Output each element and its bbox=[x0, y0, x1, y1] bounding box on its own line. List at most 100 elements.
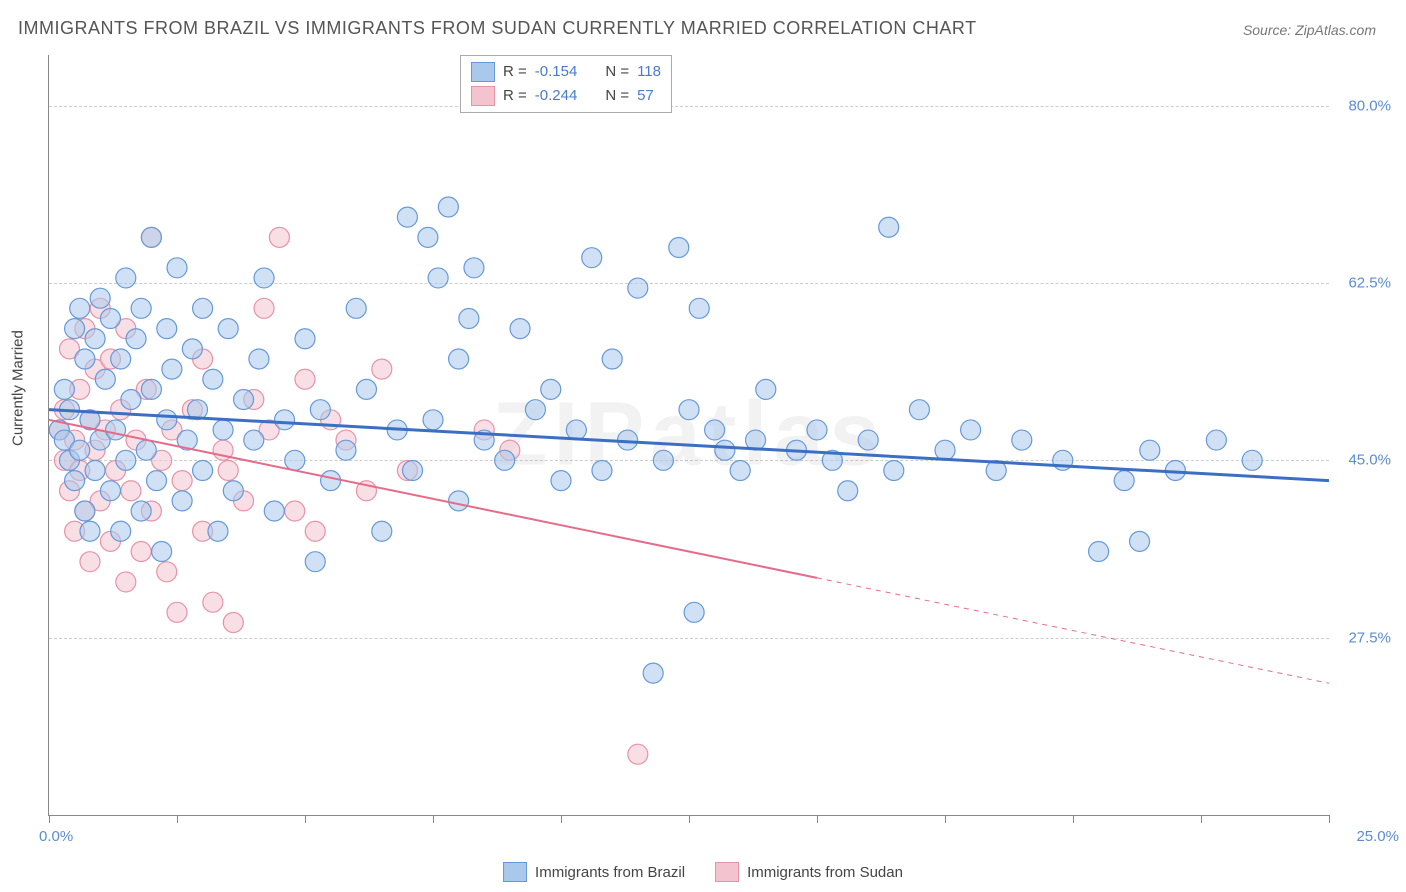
data-point bbox=[100, 481, 120, 501]
data-point bbox=[464, 258, 484, 278]
data-point bbox=[121, 481, 141, 501]
data-point bbox=[172, 491, 192, 511]
data-point bbox=[510, 319, 530, 339]
data-point bbox=[193, 460, 213, 480]
data-point bbox=[80, 521, 100, 541]
data-point bbox=[95, 369, 115, 389]
trendline bbox=[49, 410, 1329, 481]
data-point bbox=[418, 227, 438, 247]
series-name-sudan: Immigrants from Sudan bbox=[747, 864, 903, 881]
x-tick bbox=[177, 815, 178, 823]
scatter-plot-svg bbox=[49, 55, 1329, 815]
data-point bbox=[643, 663, 663, 683]
x-tick bbox=[817, 815, 818, 823]
y-tick-label: 62.5% bbox=[1348, 275, 1391, 292]
data-point bbox=[85, 329, 105, 349]
data-point bbox=[275, 410, 295, 430]
data-point bbox=[264, 501, 284, 521]
data-point bbox=[244, 430, 264, 450]
data-point bbox=[208, 521, 228, 541]
x-tick bbox=[49, 815, 50, 823]
data-point bbox=[193, 298, 213, 318]
data-point bbox=[254, 298, 274, 318]
data-point bbox=[85, 460, 105, 480]
n-value-brazil: 118 bbox=[637, 60, 661, 84]
data-point bbox=[336, 440, 356, 460]
data-point bbox=[223, 481, 243, 501]
swatch-brazil-icon bbox=[471, 62, 495, 82]
correlation-legend: R = -0.154 N = 118 R = -0.244 N = 57 bbox=[460, 55, 672, 113]
data-point bbox=[428, 268, 448, 288]
trendline-extrapolated bbox=[817, 578, 1329, 683]
data-point bbox=[566, 420, 586, 440]
data-point bbox=[689, 298, 709, 318]
y-axis-label: Currently Married bbox=[10, 330, 27, 446]
data-point bbox=[628, 744, 648, 764]
data-point bbox=[669, 238, 689, 258]
data-point bbox=[295, 369, 315, 389]
data-point bbox=[756, 379, 776, 399]
data-point bbox=[126, 329, 146, 349]
data-point bbox=[1130, 531, 1150, 551]
data-point bbox=[167, 602, 187, 622]
x-tick bbox=[561, 815, 562, 823]
data-point bbox=[495, 450, 515, 470]
data-point bbox=[111, 521, 131, 541]
data-point bbox=[525, 400, 545, 420]
data-point bbox=[858, 430, 878, 450]
data-point bbox=[423, 410, 443, 430]
data-point bbox=[80, 552, 100, 572]
data-point bbox=[628, 278, 648, 298]
data-point bbox=[310, 400, 330, 420]
chart-title: IMMIGRANTS FROM BRAZIL VS IMMIGRANTS FRO… bbox=[18, 18, 977, 39]
data-point bbox=[269, 227, 289, 247]
data-point bbox=[172, 471, 192, 491]
data-point bbox=[541, 379, 561, 399]
data-point bbox=[730, 460, 750, 480]
data-point bbox=[1206, 430, 1226, 450]
x-tick bbox=[689, 815, 690, 823]
data-point bbox=[157, 410, 177, 430]
data-point bbox=[1140, 440, 1160, 460]
data-point bbox=[218, 460, 238, 480]
data-point bbox=[602, 349, 622, 369]
source-attribution: Source: ZipAtlas.com bbox=[1243, 22, 1376, 38]
data-point bbox=[356, 379, 376, 399]
chart-plot-area: ZIPatlas 0.0% 25.0% 27.5%45.0%62.5%80.0% bbox=[48, 55, 1329, 816]
data-point bbox=[715, 440, 735, 460]
data-point bbox=[106, 420, 126, 440]
data-point bbox=[116, 572, 136, 592]
data-point bbox=[459, 308, 479, 328]
data-point bbox=[884, 460, 904, 480]
data-point bbox=[111, 349, 131, 369]
data-point bbox=[285, 501, 305, 521]
data-point bbox=[909, 400, 929, 420]
data-point bbox=[305, 552, 325, 572]
y-tick-label: 45.0% bbox=[1348, 452, 1391, 469]
data-point bbox=[223, 612, 243, 632]
x-tick bbox=[1201, 815, 1202, 823]
y-tick-label: 27.5% bbox=[1348, 629, 1391, 646]
data-point bbox=[592, 460, 612, 480]
data-point bbox=[551, 471, 571, 491]
data-point bbox=[213, 420, 233, 440]
series-legend: Immigrants from Brazil Immigrants from S… bbox=[503, 862, 903, 882]
data-point bbox=[116, 450, 136, 470]
data-point bbox=[75, 349, 95, 369]
swatch-sudan-icon bbox=[715, 862, 739, 882]
data-point bbox=[121, 390, 141, 410]
r-label: R = bbox=[503, 84, 527, 108]
r-label: R = bbox=[503, 60, 527, 84]
data-point bbox=[218, 319, 238, 339]
data-point bbox=[1012, 430, 1032, 450]
data-point bbox=[935, 440, 955, 460]
data-point bbox=[582, 248, 602, 268]
data-point bbox=[203, 369, 223, 389]
data-point bbox=[879, 217, 899, 237]
data-point bbox=[961, 420, 981, 440]
x-tick bbox=[1329, 815, 1330, 823]
data-point bbox=[249, 349, 269, 369]
x-tick bbox=[1073, 815, 1074, 823]
r-value-sudan: -0.244 bbox=[535, 84, 578, 108]
data-point bbox=[141, 379, 161, 399]
